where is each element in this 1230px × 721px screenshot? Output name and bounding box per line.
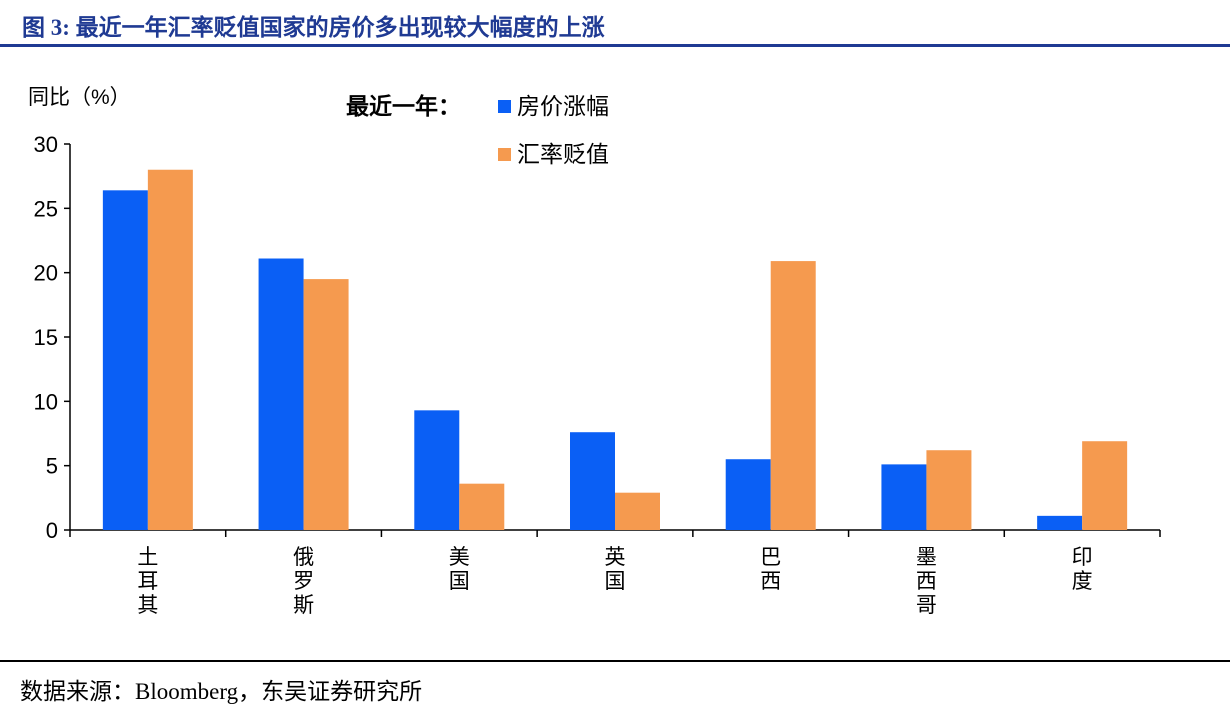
x-tick-label: 美 bbox=[449, 546, 470, 569]
x-tick-label: 国 bbox=[605, 570, 626, 593]
legend: 最近一年： 房价涨幅 汇率贬值 bbox=[346, 93, 609, 167]
y-tick-label: 25 bbox=[34, 196, 58, 221]
bar bbox=[147, 169, 193, 530]
x-tick-label: 土 bbox=[137, 546, 158, 569]
x-tick-label: 哥 bbox=[916, 594, 937, 617]
x-tick-label: 西 bbox=[760, 570, 781, 593]
legend-label-house-price: 房价涨幅 bbox=[517, 93, 609, 119]
legend-label-fx-depreciation: 汇率贬值 bbox=[517, 141, 609, 167]
x-tick-label: 巴 bbox=[760, 546, 781, 569]
x-tick-label: 其 bbox=[137, 594, 158, 617]
bar bbox=[459, 483, 505, 530]
bar-chart: 同比（%） 最近一年： 房价涨幅 汇率贬值 0 5 10 15 20 25 30 土耳其 俄罗斯… bbox=[28, 86, 1161, 617]
y-axis-label: 同比（%） bbox=[28, 86, 131, 109]
y-tick-label: 30 bbox=[34, 132, 58, 157]
x-tick-label: 印 bbox=[1072, 546, 1093, 569]
y-tick-label: 15 bbox=[34, 325, 58, 350]
x-tick-label: 斯 bbox=[293, 594, 314, 617]
x-tick-label: 罗 bbox=[293, 570, 314, 593]
x-tick-label: 国 bbox=[449, 570, 470, 593]
bar bbox=[258, 258, 304, 530]
y-tick-label: 20 bbox=[34, 261, 58, 286]
bar bbox=[615, 492, 660, 530]
x-tick-label: 俄 bbox=[293, 546, 314, 569]
x-tick-label: 度 bbox=[1072, 570, 1093, 593]
x-tick-label: 英 bbox=[605, 546, 626, 569]
bar bbox=[1037, 515, 1083, 530]
legend-swatch-fx-depreciation bbox=[498, 148, 511, 161]
bar bbox=[414, 410, 460, 530]
x-tick-label: 耳 bbox=[137, 570, 158, 593]
source-divider bbox=[0, 660, 1230, 662]
y-tick-label: 5 bbox=[46, 454, 58, 479]
bar bbox=[725, 459, 771, 530]
bar bbox=[102, 190, 148, 530]
title-divider bbox=[0, 44, 1230, 47]
x-tick-label: 西 bbox=[916, 570, 937, 593]
legend-swatch-house-price bbox=[498, 100, 511, 113]
bar bbox=[926, 450, 972, 530]
source-note: 数据来源：Bloomberg，东吴证券研究所 bbox=[20, 679, 423, 704]
legend-title: 最近一年： bbox=[346, 93, 461, 119]
bar bbox=[1082, 441, 1128, 530]
bar bbox=[570, 432, 615, 530]
y-tick-label: 0 bbox=[46, 518, 58, 543]
figure-title: 图 3: 最近一年汇率贬值国家的房价多出现较大幅度的上涨 bbox=[22, 15, 605, 40]
x-tick-label: 墨 bbox=[916, 546, 937, 569]
y-tick-label: 10 bbox=[34, 389, 58, 414]
bar bbox=[881, 464, 927, 530]
bar bbox=[303, 279, 349, 530]
bar bbox=[770, 261, 816, 530]
